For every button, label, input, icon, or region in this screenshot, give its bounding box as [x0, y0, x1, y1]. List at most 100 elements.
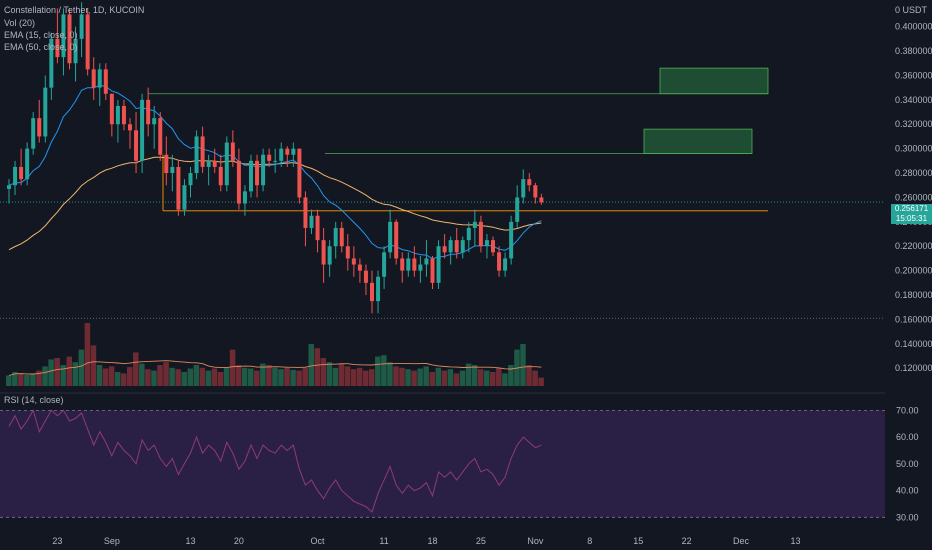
candle-body: [436, 246, 441, 283]
volume-bar: [411, 370, 417, 386]
candle-body: [376, 276, 381, 302]
legend-symbol[interactable]: Constellation / Tether, 1D, KUCOIN: [4, 5, 144, 15]
volume-bar: [459, 370, 466, 386]
time-tick-label: Oct: [311, 536, 326, 546]
legend-vol[interactable]: Vol (20): [4, 18, 35, 28]
price-tick-label: 0.180000: [895, 290, 932, 300]
candle-body: [55, 38, 60, 58]
volume-bar: [187, 368, 193, 386]
candle-body: [224, 142, 229, 186]
volume-bar: [78, 349, 85, 386]
last-price: 0.256171: [894, 204, 929, 213]
volume-bar: [217, 372, 224, 386]
drawing-tools[interactable]: [0, 67, 885, 319]
volume-bar: [429, 372, 435, 386]
time-tick-label: 13: [790, 536, 800, 546]
rsi-tick-label: 30.00: [896, 512, 919, 522]
rsi-tick-label: 50.00: [896, 459, 919, 469]
candle-body: [285, 148, 290, 155]
candle-body: [79, 14, 84, 39]
volume-bar: [490, 372, 496, 386]
candle-body: [472, 221, 477, 228]
price-tick-label: 0.320000: [895, 119, 932, 129]
candle-body: [158, 118, 163, 155]
volume-bar: [381, 355, 387, 386]
candle-body: [291, 148, 296, 155]
candle-body: [236, 160, 241, 204]
volume-bar: [272, 367, 278, 386]
price-tick-label: 0.300000: [895, 144, 932, 154]
countdown-timer: 15:05:31: [895, 214, 928, 223]
volume-bar: [369, 369, 375, 386]
currency-text: 0 USDT: [895, 5, 928, 15]
volume-bar: [193, 365, 200, 386]
candle-body: [182, 185, 187, 210]
candle-body: [394, 221, 399, 259]
candle-body: [460, 240, 465, 253]
volume-bar: [235, 365, 242, 386]
legend-vol-text: Vol (20): [4, 18, 36, 28]
resistance-zone-lower[interactable]: [643, 128, 753, 154]
candle-body: [527, 179, 532, 186]
candle-body: [400, 258, 405, 271]
legend-ema50[interactable]: EMA (50, close, 0): [4, 42, 78, 52]
volume-bar: [211, 368, 218, 386]
price-tick-label: 0.220000: [895, 241, 932, 251]
candle-body: [333, 227, 338, 247]
volume-bar: [326, 362, 333, 386]
legend-ema15[interactable]: EMA (15, close, 0): [4, 30, 78, 40]
volume-bar: [308, 344, 314, 386]
candle-body: [297, 148, 302, 198]
volume-bar: [181, 372, 187, 386]
candle-body: [370, 282, 374, 302]
time-tick-label: 22: [682, 536, 692, 546]
candle-body: [406, 258, 411, 271]
volume-bar: [338, 363, 345, 386]
candle-body: [188, 173, 193, 186]
volume-pane: [6, 323, 544, 386]
candle-body: [267, 154, 272, 161]
currency-label[interactable]: 0 USDT: [895, 5, 927, 15]
candle-body: [388, 221, 393, 253]
volume-bar: [30, 374, 36, 386]
volume-bar: [108, 366, 115, 386]
candle-body: [466, 227, 471, 241]
candle-body: [43, 87, 48, 137]
candle-body: [31, 118, 36, 149]
candle-body: [206, 160, 211, 167]
volume-bar: [36, 370, 42, 386]
candle-body: [140, 99, 145, 161]
volume-bar: [496, 367, 502, 386]
volume-bar: [84, 323, 91, 386]
time-tick-label: 8: [587, 536, 592, 546]
rsi-tick-label: 70.00: [896, 405, 919, 415]
candle-body: [521, 179, 526, 198]
volume-bar: [483, 370, 490, 386]
rsi-line: [8, 409, 542, 513]
candle-body: [515, 197, 520, 222]
volume-bar: [320, 358, 327, 386]
time-tick-label: 18: [427, 536, 437, 546]
candle-body: [491, 240, 495, 253]
volume-bar: [508, 365, 514, 386]
legend-rsi-text: RSI (14, close): [4, 395, 64, 405]
legend-ema50-text: EMA (50, close, 0): [4, 42, 78, 52]
price-tick-label: 0.140000: [895, 339, 932, 349]
volume-bar: [96, 365, 103, 386]
resistance-zone-upper[interactable]: [659, 67, 769, 95]
candle-body: [255, 160, 260, 186]
volume-bar: [248, 368, 254, 386]
volume-bar: [24, 374, 30, 386]
candle-body: [67, 14, 72, 64]
volume-bar: [502, 373, 508, 386]
candle-body: [25, 148, 30, 180]
candle-body: [412, 258, 417, 271]
volume-bar: [278, 369, 284, 386]
candle-body: [363, 270, 368, 283]
volume-bar: [54, 358, 60, 386]
price-tick-label: 0.380000: [895, 46, 932, 56]
price-tick-label: 0.200000: [895, 266, 932, 276]
candle-body: [442, 246, 447, 253]
legend-rsi[interactable]: RSI (14, close): [4, 395, 64, 405]
